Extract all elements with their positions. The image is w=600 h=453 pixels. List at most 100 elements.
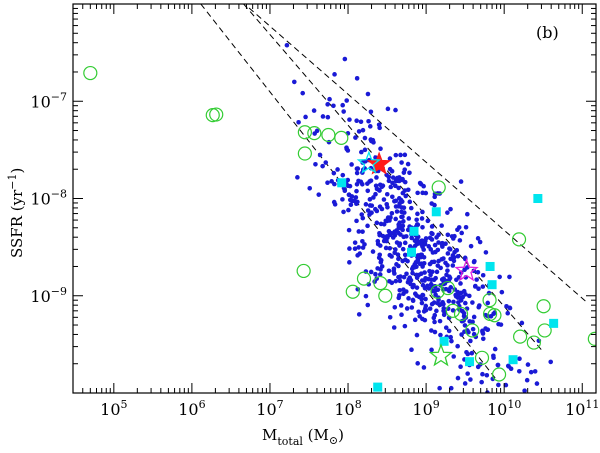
sample-point — [360, 238, 365, 244]
sample-point — [483, 326, 488, 331]
sample-point — [458, 281, 463, 286]
sample-point — [419, 238, 425, 244]
sample-point — [477, 394, 482, 399]
sample-point — [451, 354, 456, 359]
sample-point — [446, 328, 452, 334]
sample-point — [397, 287, 403, 293]
sample-point — [393, 107, 398, 113]
sample-point — [409, 347, 414, 353]
sample-point — [480, 336, 486, 342]
sample-point — [397, 278, 403, 284]
sample-point — [470, 300, 475, 305]
sample-point — [347, 197, 353, 203]
sample-point — [352, 246, 358, 251]
sample-point — [519, 320, 525, 326]
sample-point — [423, 303, 429, 309]
sample-point — [368, 269, 374, 275]
sample-point — [445, 232, 451, 238]
sample-point — [471, 314, 477, 320]
sample-point — [429, 347, 434, 353]
sample-point — [396, 274, 401, 280]
sample-point — [431, 315, 437, 321]
sample-point — [352, 198, 357, 204]
sample-point — [420, 209, 425, 215]
sample-point — [320, 114, 326, 119]
sample-point — [386, 178, 392, 184]
sample-point — [357, 251, 363, 256]
open-circle-point — [482, 293, 497, 308]
sample-point — [367, 203, 373, 208]
sample-point — [422, 241, 428, 247]
sample-point — [373, 271, 378, 277]
sample-point — [402, 240, 408, 246]
sample-point — [438, 332, 443, 338]
sample-point — [373, 191, 378, 197]
sample-point — [340, 102, 345, 108]
sample-point — [439, 256, 445, 262]
sample-point — [320, 163, 325, 169]
sample-point — [377, 182, 383, 188]
open-circle-point — [321, 127, 336, 143]
sample-point — [317, 152, 323, 158]
sample-point — [396, 256, 401, 262]
sample-point — [386, 174, 392, 180]
sample-point — [465, 211, 470, 217]
sample-point — [525, 362, 531, 367]
sample-point — [347, 260, 352, 265]
sample-point — [445, 268, 450, 273]
sample-point — [414, 222, 420, 227]
sample-point — [403, 257, 408, 263]
sample-point — [469, 350, 475, 356]
sample-point — [370, 249, 376, 254]
sample-point — [387, 314, 393, 320]
star-point — [366, 151, 392, 175]
sample-point — [445, 210, 450, 215]
sample-point — [429, 277, 434, 283]
sample-point — [480, 371, 485, 377]
sample-point — [362, 135, 368, 141]
sample-point — [344, 145, 349, 150]
dashed-line-middle — [243, 4, 543, 352]
sample-point — [389, 254, 394, 259]
open-circle-point — [453, 306, 469, 322]
plot-area — [83, 4, 596, 399]
star-point — [356, 150, 382, 174]
sample-point — [423, 296, 428, 302]
x-tick-label: 106 — [178, 398, 205, 419]
sample-point — [480, 328, 485, 334]
sample-point — [347, 117, 352, 122]
sample-point — [349, 162, 354, 167]
sample-point — [367, 124, 373, 129]
sample-point — [370, 137, 376, 143]
sample-point — [402, 152, 408, 158]
sample-point — [457, 238, 463, 243]
sample-point — [480, 284, 486, 289]
sample-point — [389, 168, 395, 174]
sample-point — [398, 197, 404, 203]
open-circle-point — [440, 280, 455, 296]
x-axis-title: Mtotal (M⊙) — [262, 426, 344, 448]
sample-point — [434, 308, 439, 314]
open-circle-point — [465, 323, 480, 338]
sample-point — [394, 262, 399, 267]
sample-point — [356, 245, 362, 250]
sample-point — [474, 277, 479, 282]
x-tick-label: 108 — [334, 398, 361, 419]
sample-point — [483, 250, 489, 255]
square-point — [407, 247, 417, 257]
sample-point — [313, 161, 318, 167]
sample-point — [399, 312, 404, 318]
sample-point — [396, 175, 402, 180]
x-tick-label: 1010 — [487, 398, 521, 419]
square-point — [431, 207, 441, 217]
sample-point — [398, 232, 403, 237]
sample-point — [406, 296, 411, 301]
sample-point — [415, 211, 420, 217]
sample-point — [420, 264, 425, 269]
sample-point — [432, 319, 437, 325]
sample-point — [516, 368, 522, 374]
open-circle-point — [296, 263, 311, 279]
sample-point — [439, 223, 444, 228]
sample-point — [414, 217, 419, 223]
open-circle-point — [209, 107, 224, 122]
